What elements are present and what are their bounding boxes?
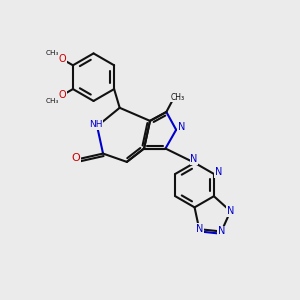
Text: N: N xyxy=(218,226,225,236)
Text: N: N xyxy=(196,224,203,234)
Text: N: N xyxy=(215,167,222,177)
Text: O: O xyxy=(71,153,80,163)
Text: N: N xyxy=(178,122,185,132)
Text: NH: NH xyxy=(89,120,102,129)
Text: O: O xyxy=(58,54,66,64)
Text: O: O xyxy=(58,90,66,100)
Text: N: N xyxy=(227,206,234,216)
Text: CH₃: CH₃ xyxy=(45,50,58,56)
Text: N: N xyxy=(190,154,198,164)
Text: CH₃: CH₃ xyxy=(171,93,185,102)
Text: CH₃: CH₃ xyxy=(45,98,58,104)
